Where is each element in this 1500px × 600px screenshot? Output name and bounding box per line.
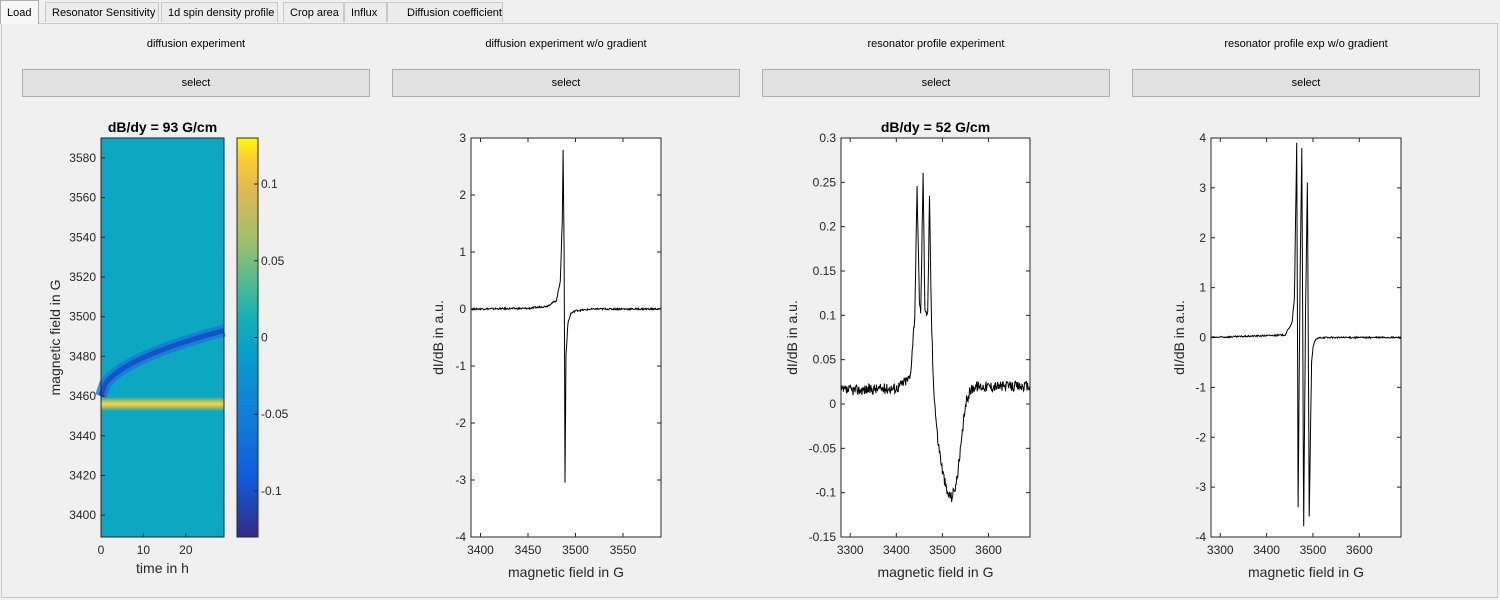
colorbar-tick-label: 0 [261,331,268,345]
y-tick-label: 1 [1199,281,1206,295]
colorbar-tick-label: 0.05 [261,254,285,268]
x-tick-label: 10 [137,543,151,557]
spectrum-trace [840,172,1031,503]
y-tick-label: 3 [459,131,466,145]
x-tick-label: 3300 [1207,543,1234,557]
y-tick-label: 0 [1199,331,1206,345]
colorbar-tick-label: 0.1 [261,177,278,191]
y-tick-label: 0.2 [819,220,836,234]
plot-axes-box [840,137,1031,538]
heatmap-negative-band [98,328,225,397]
x-axis-label: magnetic field in G [508,564,624,580]
x-tick-label: 3450 [515,543,542,557]
y-tick-label: 0.15 [813,264,837,278]
tab-bar: Load Resonator Sensitivity 1d spin densi… [0,0,1500,24]
y-tick-label: 3440 [69,429,96,443]
x-tick-label: 3500 [1300,543,1327,557]
y-tick-label: -2 [1195,430,1206,444]
spectrum-trace [1210,142,1402,527]
y-tick-label: -0.15 [809,530,837,544]
x-tick-label: 3600 [1346,543,1373,557]
x-axis-label: magnetic field in G [1248,564,1364,580]
tab-influx[interactable]: Influx [344,2,387,22]
y-tick-label: 3560 [69,191,96,205]
y-tick-label: 3 [1199,181,1206,195]
x-tick-label: 3600 [975,543,1002,557]
column-title-resonator-wo-gradient: resonator profile exp w/o gradient [1224,38,1388,50]
y-tick-label: -4 [455,530,466,544]
y-tick-label: -0.1 [815,486,836,500]
y-tick-label: 3500 [69,310,96,324]
y-tick-label: 3400 [69,508,96,522]
y-tick-label: 0.1 [819,308,836,322]
y-tick-label: 0.3 [819,131,836,145]
tab-load[interactable]: Load [0,0,39,24]
plot-title: dB/dy = 93 G/cm [108,119,217,135]
column-title-diffusion-experiment: diffusion experiment [146,38,246,50]
x-tick-label: 0 [98,543,105,557]
x-tick-label: 3400 [883,543,910,557]
colorbar-tick-label: -0.05 [261,407,289,421]
x-tick-label: 3400 [1253,543,1280,557]
y-tick-label: 3420 [69,468,96,482]
y-tick-label: 0 [829,397,836,411]
y-tick-label: -0.05 [809,441,837,455]
plot-axes-box [470,137,662,538]
y-tick-label: 3460 [69,389,96,403]
y-axis-label: dI/dB in a.u. [430,300,446,375]
column-title-resonator-profile: resonator profile experiment [867,38,1005,50]
tab-1d-spin-density-profile[interactable]: 1d spin density profile [161,2,278,22]
y-tick-label: -3 [1195,480,1206,494]
y-tick-label: -1 [1195,380,1206,394]
column-title-diffusion-wo-gradient: diffusion experiment w/o gradient [485,38,647,50]
y-tick-label: 3520 [69,270,96,284]
y-tick-label: 3580 [69,151,96,165]
select-diffusion-experiment-button[interactable]: select [22,69,370,97]
y-tick-label: 0 [459,302,466,316]
x-tick-label: 3400 [467,543,494,557]
x-tick-label: 20 [179,543,193,557]
y-tick-label: -4 [1195,530,1206,544]
x-tick-label: 3550 [610,543,637,557]
x-axis-label: time in h [136,560,189,576]
y-tick-label: 4 [1199,131,1206,145]
select-resonator-profile-button[interactable]: select [762,69,1110,97]
x-tick-label: 3300 [837,543,864,557]
y-axis-label: dI/dB in a.u. [1171,300,1187,375]
y-tick-label: 3480 [69,349,96,363]
select-resonator-wo-gradient-button[interactable]: select [1132,69,1480,97]
y-tick-label: -1 [455,359,466,373]
y-tick-label: 2 [1199,231,1206,245]
y-tick-label: 1 [459,245,466,259]
x-axis-label: magnetic field in G [878,564,994,580]
tab-resonator-sensitivity[interactable]: Resonator Sensitivity [45,2,159,22]
tab-crop-area[interactable]: Crop area [283,2,344,22]
spectrum-trace [470,149,662,483]
plot-title: dB/dy = 52 G/cm [881,119,990,135]
y-axis-label: magnetic field in G [47,280,63,396]
heatmap-positive-band [101,397,224,411]
y-tick-label: -3 [455,473,466,487]
y-tick-label: 2 [459,188,466,202]
heatmap-axes-box [100,137,225,538]
y-tick-label: 0.05 [813,353,837,367]
x-tick-label: 3500 [929,543,956,557]
y-tick-label: -2 [455,416,466,430]
y-axis-label: dI/dB in a.u. [784,300,800,375]
tab-diffusion-coefficient[interactable]: Diffusion coefficient [387,2,503,22]
y-tick-label: 3540 [69,230,96,244]
x-tick-label: 3500 [562,543,589,557]
select-diffusion-wo-gradient-button[interactable]: select [392,69,740,97]
colorbar-tick-label: -0.1 [261,484,282,498]
y-tick-label: 0.25 [813,175,837,189]
